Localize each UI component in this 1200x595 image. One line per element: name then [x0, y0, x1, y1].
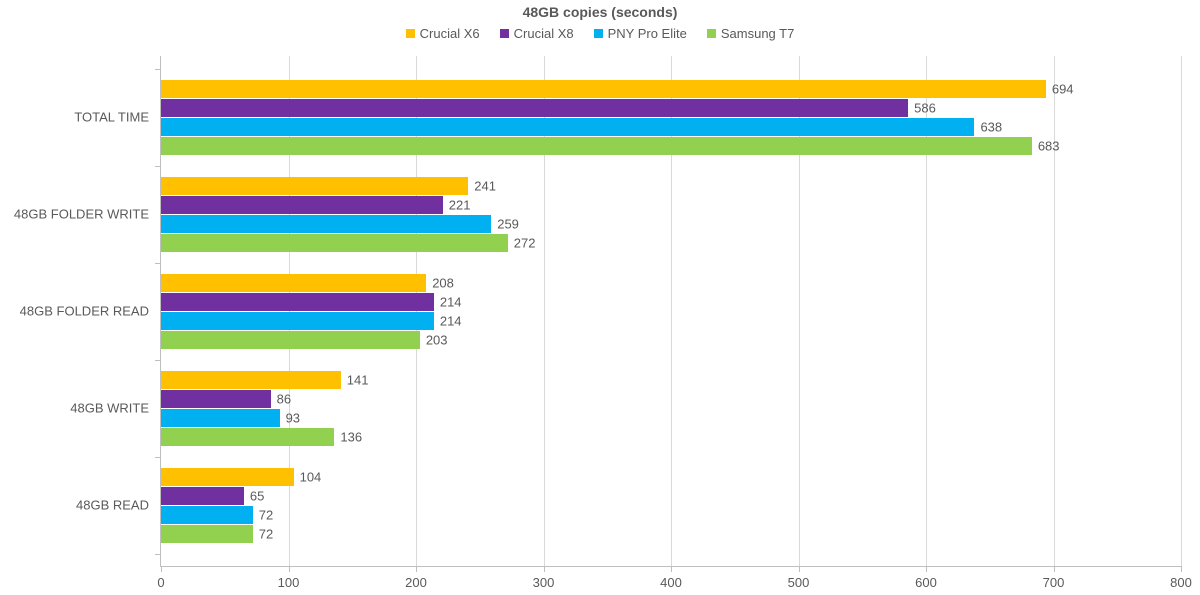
x-tick	[926, 566, 927, 572]
bar	[161, 312, 434, 330]
legend-item: Crucial X6	[406, 26, 480, 41]
bar-value-label: 694	[1052, 81, 1074, 96]
x-tick	[799, 566, 800, 572]
category-label: 48GB FOLDER READ	[20, 304, 161, 319]
legend-label: Samsung T7	[721, 26, 794, 41]
x-axis-label: 300	[533, 575, 555, 590]
bar-value-label: 214	[440, 313, 462, 328]
category-label: 48GB WRITE	[70, 401, 161, 416]
bar-value-label: 586	[914, 100, 936, 115]
legend-item: Samsung T7	[707, 26, 794, 41]
legend: Crucial X6 Crucial X8 PNY Pro Elite Samsung…	[0, 26, 1200, 41]
bar	[161, 177, 468, 195]
chart-title: 48GB copies (seconds)	[0, 0, 1200, 20]
bar	[161, 331, 420, 349]
bar	[161, 118, 974, 136]
x-axis-label: 600	[915, 575, 937, 590]
y-tick	[155, 457, 161, 458]
bar-value-label: 214	[440, 294, 462, 309]
legend-label: PNY Pro Elite	[608, 26, 687, 41]
x-tick	[161, 566, 162, 572]
bar	[161, 409, 280, 427]
bar-value-label: 136	[340, 429, 362, 444]
bar	[161, 234, 508, 252]
bar-value-label: 241	[474, 178, 496, 193]
bar	[161, 428, 334, 446]
x-tick	[289, 566, 290, 572]
bar-value-label: 272	[514, 235, 536, 250]
bar-value-label: 259	[497, 216, 519, 231]
x-tick	[671, 566, 672, 572]
x-axis-label: 0	[157, 575, 164, 590]
legend-swatch	[500, 29, 509, 38]
x-axis-label: 500	[788, 575, 810, 590]
x-axis-label: 200	[405, 575, 427, 590]
x-axis-label: 800	[1170, 575, 1192, 590]
bar	[161, 293, 434, 311]
legend-item: PNY Pro Elite	[594, 26, 687, 41]
bar	[161, 215, 491, 233]
x-axis-label: 700	[1043, 575, 1065, 590]
y-tick	[155, 554, 161, 555]
bar-value-label: 65	[250, 488, 264, 503]
y-tick	[155, 360, 161, 361]
legend-swatch	[406, 29, 415, 38]
y-tick	[155, 69, 161, 70]
bar-value-label: 683	[1038, 138, 1060, 153]
bar-value-label: 208	[432, 275, 454, 290]
bar	[161, 487, 244, 505]
bar-value-label: 86	[277, 391, 291, 406]
y-tick	[155, 263, 161, 264]
plot-area: 0100200300400500600700800TOTAL TIME69458…	[160, 56, 1181, 567]
bar	[161, 196, 443, 214]
gridline	[1054, 56, 1055, 566]
bar-value-label: 638	[980, 119, 1002, 134]
bar-value-label: 141	[347, 372, 369, 387]
category-label: TOTAL TIME	[74, 110, 161, 125]
bar	[161, 137, 1032, 155]
gridline	[1181, 56, 1182, 566]
bar-value-label: 221	[449, 197, 471, 212]
bar	[161, 99, 908, 117]
bar-value-label: 104	[300, 469, 322, 484]
legend-item: Crucial X8	[500, 26, 574, 41]
y-tick	[155, 166, 161, 167]
bar	[161, 80, 1046, 98]
bar	[161, 525, 253, 543]
x-tick	[544, 566, 545, 572]
legend-swatch	[594, 29, 603, 38]
bar	[161, 371, 341, 389]
legend-label: Crucial X6	[420, 26, 480, 41]
x-tick	[1181, 566, 1182, 572]
bar-value-label: 203	[426, 332, 448, 347]
legend-swatch	[707, 29, 716, 38]
bar-value-label: 72	[259, 526, 273, 541]
bar-value-label: 93	[286, 410, 300, 425]
bar-value-label: 72	[259, 507, 273, 522]
bar	[161, 274, 426, 292]
bar	[161, 506, 253, 524]
category-label: 48GB FOLDER WRITE	[14, 207, 161, 222]
legend-label: Crucial X8	[514, 26, 574, 41]
x-axis-label: 100	[278, 575, 300, 590]
bar	[161, 390, 271, 408]
chart-container: 48GB copies (seconds) Crucial X6Crucial …	[0, 0, 1200, 595]
x-tick	[1054, 566, 1055, 572]
x-axis-label: 400	[660, 575, 682, 590]
category-label: 48GB READ	[76, 498, 161, 513]
bar	[161, 468, 294, 486]
x-tick	[416, 566, 417, 572]
